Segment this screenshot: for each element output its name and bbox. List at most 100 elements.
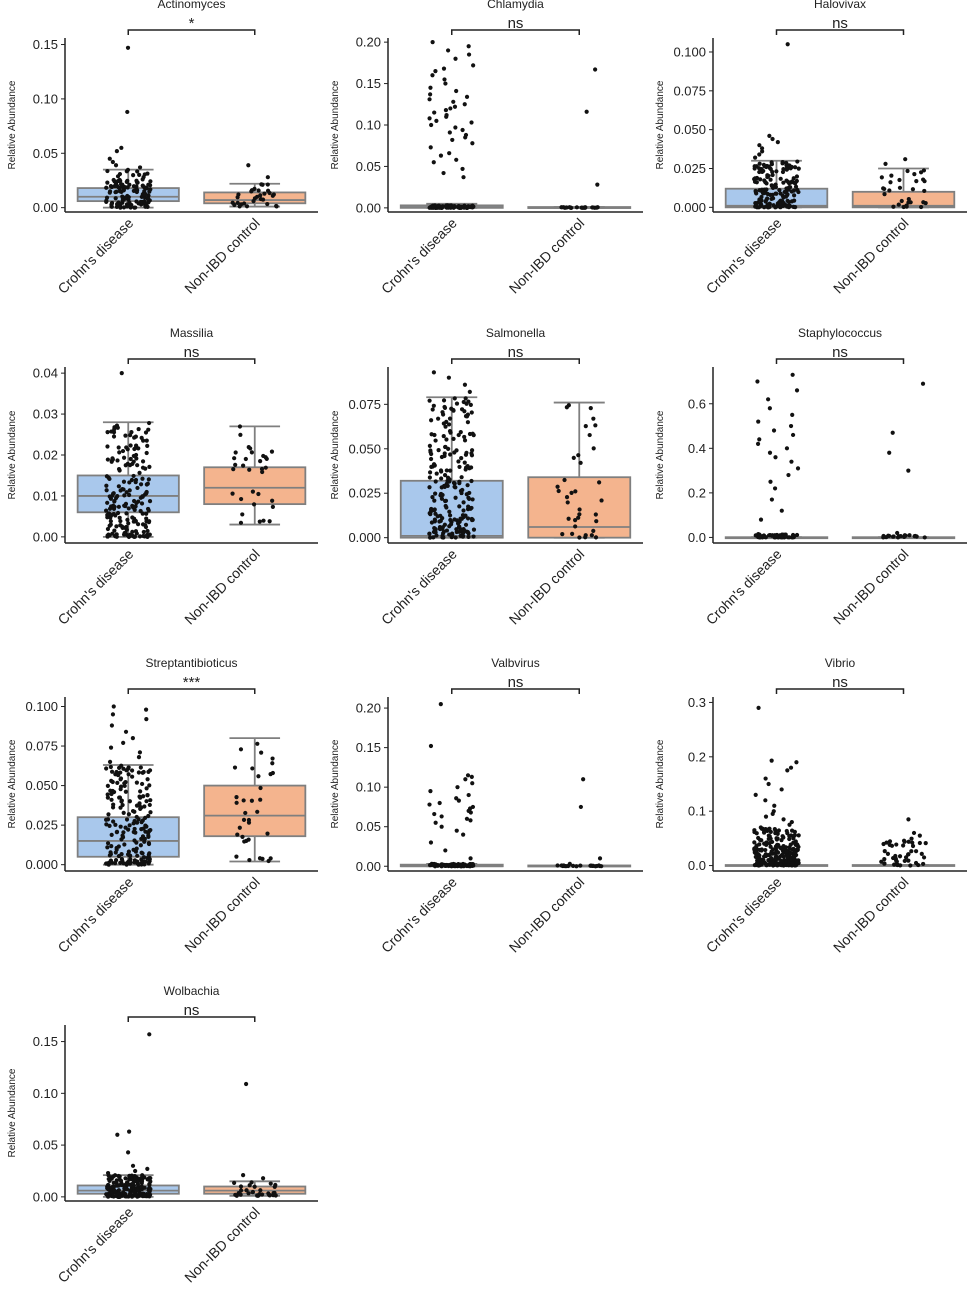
data-point — [266, 858, 271, 864]
data-point — [232, 765, 238, 770]
data-point-outlier — [430, 73, 435, 78]
data-point — [882, 192, 887, 197]
data-point — [791, 840, 796, 845]
data-point — [125, 167, 131, 172]
significance-bracket — [127, 1016, 256, 1022]
box-non-ibd-control — [203, 1081, 307, 1198]
y-tick-label: 0.10 — [33, 91, 58, 106]
significance-bracket — [775, 688, 905, 694]
data-point — [105, 795, 110, 800]
data-point — [107, 1178, 112, 1184]
data-point — [140, 851, 145, 856]
y-tick-label: 0.10 — [356, 780, 381, 795]
data-point-outlier — [789, 459, 794, 464]
data-point — [440, 535, 445, 540]
data-point — [104, 822, 109, 827]
data-point — [122, 493, 127, 498]
data-point — [141, 855, 147, 860]
data-point — [897, 177, 902, 183]
data-point — [146, 420, 152, 426]
data-point-outlier — [890, 430, 895, 435]
data-point — [249, 1180, 254, 1185]
data-point — [795, 187, 800, 193]
data-point-outlier — [446, 375, 451, 380]
data-point — [121, 810, 126, 815]
data-point-outlier — [906, 468, 911, 473]
data-point — [792, 193, 797, 198]
data-point — [145, 528, 150, 534]
y-tick-label: 0.15 — [33, 37, 58, 52]
data-point — [255, 809, 260, 814]
data-point — [113, 196, 118, 201]
data-point — [901, 843, 906, 848]
box-crohns-disease — [399, 370, 504, 540]
data-point-outlier — [769, 758, 774, 763]
data-point — [583, 535, 588, 540]
data-point — [258, 193, 263, 198]
data-point-outlier — [887, 450, 892, 455]
data-point — [590, 205, 595, 210]
data-point — [763, 847, 768, 853]
data-point — [105, 534, 110, 539]
data-point-outlier — [452, 104, 458, 109]
data-point — [894, 859, 899, 864]
data-point — [121, 1190, 126, 1195]
data-point — [142, 199, 147, 204]
data-point — [111, 434, 117, 439]
y-axis-label: Relative Abundance — [7, 739, 18, 828]
y-axis-label: Relative Abundance — [655, 739, 666, 828]
y-tick-label: 0.20 — [356, 701, 381, 716]
data-point-outlier — [243, 1081, 249, 1087]
data-point — [788, 851, 793, 856]
data-point-outlier — [428, 92, 433, 97]
data-point — [116, 484, 121, 489]
data-point — [133, 1176, 138, 1181]
data-point — [461, 508, 466, 513]
data-point — [763, 534, 768, 540]
data-point — [882, 186, 887, 192]
data-point — [433, 438, 438, 443]
data-point — [896, 202, 901, 207]
data-point-outlier — [595, 182, 600, 187]
data-point — [885, 851, 891, 856]
data-point — [243, 456, 248, 462]
panel-title: Vibrio — [825, 656, 856, 670]
y-tick-label: 0.01 — [33, 488, 58, 503]
data-point — [429, 418, 434, 423]
data-point — [910, 843, 916, 849]
data-point — [270, 761, 275, 766]
box-crohns-disease — [76, 1032, 180, 1199]
data-point-outlier — [895, 530, 900, 536]
data-point — [120, 448, 126, 454]
data-point — [105, 168, 110, 174]
data-point — [125, 461, 130, 466]
data-point — [775, 831, 780, 837]
data-point-outlier — [593, 67, 598, 72]
box-non-ibd-control — [203, 424, 307, 526]
data-point — [881, 841, 886, 847]
data-point-outlier — [757, 143, 762, 148]
data-point — [230, 200, 235, 205]
data-point — [138, 1176, 144, 1181]
data-point — [774, 191, 779, 196]
data-point — [137, 794, 142, 799]
data-point — [119, 837, 124, 842]
data-point — [137, 172, 142, 177]
data-point — [594, 205, 599, 210]
data-point — [240, 834, 245, 839]
data-point — [465, 420, 471, 425]
x-category-label: Non-IBD control — [506, 546, 588, 628]
data-point — [770, 169, 775, 174]
data-point — [456, 459, 461, 464]
data-point — [591, 528, 596, 533]
data-point — [566, 516, 571, 521]
data-point-outlier — [432, 110, 437, 115]
data-point — [791, 846, 796, 851]
data-point — [785, 854, 790, 860]
data-point — [131, 498, 137, 504]
data-point — [465, 516, 471, 521]
data-point — [106, 1194, 111, 1199]
data-point — [114, 829, 120, 835]
data-point — [447, 513, 453, 518]
data-point — [134, 780, 139, 785]
